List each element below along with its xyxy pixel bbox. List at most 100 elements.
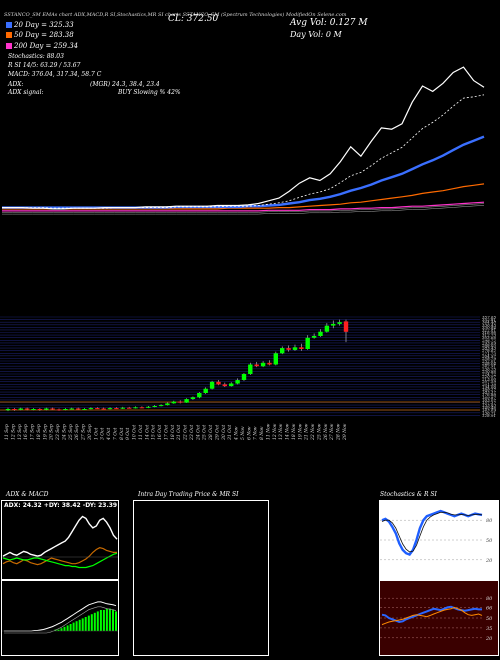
candle-body [267, 362, 272, 365]
y-tick-label: 288.03 [481, 343, 496, 348]
y-tick-label: 128.91 [482, 413, 496, 418]
adx-series-line [2, 552, 118, 569]
macd-hist-bar [84, 617, 87, 631]
y-tick-label: 336.45 [482, 322, 496, 327]
candle-body [311, 336, 317, 338]
candle-body [190, 397, 196, 399]
y-tick-label: 176.88 [482, 392, 496, 397]
macd-hist-bar [105, 608, 108, 631]
adx-panel: ADX: 24.32 +DY: 38.42 -DY: 23.39 [1, 500, 119, 580]
x-tick-label: 18 Nov [291, 423, 297, 440]
x-tick-label: 24 Sep [61, 424, 67, 441]
close-price: CL: 372.50 [168, 14, 219, 24]
macd-hist-bar [75, 621, 78, 631]
macd-hist-bar [96, 611, 99, 631]
candle-body [248, 364, 253, 374]
y-tick-label: 242.91 [481, 364, 496, 369]
x-tick-label: 29 Nov [342, 423, 348, 441]
x-tick-label: 22 Nov [310, 423, 316, 441]
x-tick-label: 8 Oct [119, 427, 125, 440]
x-tick-label: 17 Sep [30, 424, 36, 440]
candle-body [56, 409, 62, 411]
y-tick-label: 230.86 [481, 369, 496, 374]
y-tick-label: 252.01 [481, 359, 496, 364]
y-tick-label: 352.81 [482, 317, 496, 322]
stochastics-label: Stochastics: 88.03 [8, 53, 64, 60]
candle-body [107, 408, 113, 410]
y-tick-label: 357.65 [482, 315, 496, 320]
candle-body [324, 325, 330, 332]
candle-body [69, 408, 74, 410]
candle-body [133, 407, 138, 409]
stoch-series-line [381, 509, 483, 556]
macd-hist-bar [115, 611, 117, 631]
candle-body [203, 388, 208, 393]
y-tick-label: 236.75 [481, 366, 496, 371]
x-tick-label: 3 Oct [100, 427, 106, 440]
macd-hist-bar [69, 624, 72, 631]
x-tick-label: 19 Sep [42, 424, 48, 440]
ema50-swatch [6, 32, 12, 38]
x-tick-label: 21 Oct [176, 425, 182, 441]
candle-body [63, 409, 68, 410]
stoch-panel: 80 50 20 [379, 500, 499, 580]
x-tick-label: 20 Sep [49, 424, 55, 441]
x-tick-label: 25 Sep [68, 424, 74, 441]
x-tick-label: 17 Oct [163, 425, 169, 440]
x-tick-label: 13 Sep [17, 424, 23, 440]
x-tick-label: 30 Oct [221, 425, 227, 440]
candle-body [5, 409, 11, 411]
macd-signal-line [4, 606, 117, 634]
y-tick-label: 298.72 [481, 338, 496, 343]
y-tick-label: 149.46 [482, 405, 496, 410]
stoch-y-tick: 20 [485, 558, 493, 564]
x-tick-label: 4 Oct [106, 427, 112, 441]
x-tick-label: 6 Nov [246, 426, 252, 440]
x-tick-label: 5 Nov [240, 426, 246, 440]
candle-body [331, 323, 336, 326]
ema20-label: 20 Day = 325.33 [14, 21, 74, 29]
x-tick-label: 26 Sep [74, 424, 80, 441]
candle-body [146, 406, 151, 408]
candle-body [273, 353, 278, 365]
adx-series-line [2, 515, 118, 557]
y-tick-label: 169.87 [482, 395, 496, 400]
main-chart: 357.65352.81344.48336.45330.84322.81316.… [0, 66, 496, 441]
candle-body [76, 408, 81, 410]
ema200-swatch [6, 43, 12, 49]
y-tick-label: 278.62 [481, 348, 496, 353]
ema-series-extra-1 [2, 205, 485, 215]
x-tick-label: 15 Oct [151, 425, 157, 440]
candle-body [337, 322, 342, 324]
candle-body [158, 405, 164, 407]
candle-body [260, 362, 266, 367]
rsi-panel: 80 66 50 35 20 [379, 580, 499, 656]
candle-body [299, 347, 304, 349]
candle-body [197, 393, 202, 398]
x-tick-label: 28 Nov [336, 423, 342, 441]
x-tick-label: 11 Oct [138, 425, 144, 440]
y-tick-label: 207.59 [481, 379, 496, 384]
x-tick-label: 14 Oct [144, 425, 150, 440]
ema-series-ema [2, 94, 485, 209]
macd-hist-bar [102, 610, 105, 631]
rsi-y-tick: 20 [485, 636, 493, 642]
y-tick-label: 157.37 [482, 400, 496, 405]
y-tick-label: 163.07 [482, 397, 496, 402]
y-tick-label: 189.17 [482, 387, 496, 392]
ema20-swatch [6, 22, 12, 28]
x-tick-label: 24 Oct [195, 425, 201, 441]
candle-body [24, 408, 30, 410]
y-tick-label: 143.69 [482, 408, 496, 413]
macd-hist-bar [57, 629, 60, 631]
y-tick-label: 194.06 [482, 384, 496, 389]
macd-hist-bar [112, 610, 114, 631]
y-tick-label: 264.97 [481, 353, 496, 358]
x-tick-label: 4 Nov [234, 426, 240, 441]
macd-hist-bar [66, 625, 69, 631]
candle-body [31, 409, 36, 410]
y-tick-label: 183.37 [482, 390, 496, 395]
ema-series-ema-20 [2, 135, 485, 209]
intraday-panel [133, 500, 269, 656]
candle-body [286, 348, 291, 350]
